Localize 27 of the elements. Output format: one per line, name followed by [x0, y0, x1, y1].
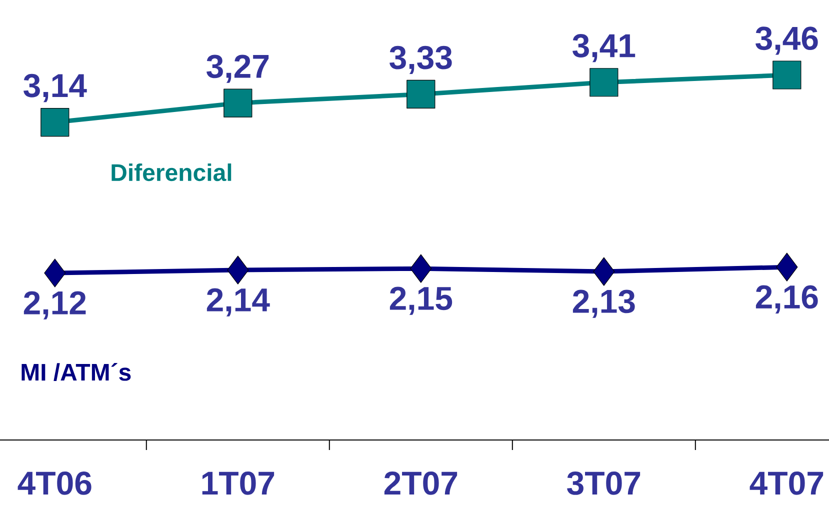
data-label: 2,13 — [572, 290, 635, 318]
data-label: 3,46 — [756, 26, 818, 55]
point — [776, 252, 798, 282]
data-label: 3,33 — [390, 46, 452, 74]
x-tick-label: 1T07 — [202, 472, 274, 495]
point — [772, 60, 802, 90]
data-label: 2,12 — [24, 291, 86, 320]
data-label: 2,16 — [756, 285, 818, 314]
point — [44, 258, 66, 288]
point — [40, 108, 70, 137]
data-label: 2,14 — [206, 288, 270, 316]
point — [224, 88, 252, 118]
data-label: 2,15 — [390, 286, 452, 315]
x-tick-label: 2T07 — [384, 472, 458, 495]
text: MI /ATM´s — [22, 362, 131, 382]
point — [590, 68, 618, 97]
x-tick-label: 3T07 — [567, 472, 640, 495]
point — [227, 256, 249, 284]
series-label: Diferencial — [112, 163, 232, 182]
x-tick-label: 4T06 — [18, 472, 92, 495]
point — [593, 257, 615, 286]
point — [406, 80, 436, 109]
data-label: 3,14 — [24, 74, 87, 102]
data-label: 3,27 — [206, 54, 269, 83]
x-tick-label: 4T07 — [750, 472, 824, 495]
data-label: 3,41 — [572, 34, 636, 62]
point — [410, 254, 432, 283]
